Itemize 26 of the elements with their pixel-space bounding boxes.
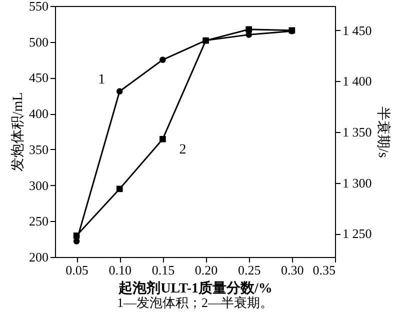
x-tick-label: 0.35 bbox=[312, 262, 336, 278]
x-tick-label: 0.25 bbox=[238, 262, 261, 278]
y2-tick-label: 1 400 bbox=[342, 74, 372, 89]
y-tick-label: 300 bbox=[29, 178, 48, 193]
y-tick-label: 400 bbox=[29, 106, 48, 122]
text: 1—发泡体积；2—半衰期。 bbox=[117, 295, 273, 310]
x-tick-label: 0.15 bbox=[152, 262, 175, 278]
y-tick-label: 350 bbox=[29, 142, 48, 157]
y-tick-label: 450 bbox=[29, 70, 48, 86]
y2-axis-title: 半衰期/s bbox=[374, 106, 391, 158]
x-tick-label: 0.20 bbox=[194, 262, 218, 278]
y2-tick-label: 1 250 bbox=[342, 226, 372, 242]
y-tick-label: 200 bbox=[29, 250, 48, 264]
y2-tick-label: 1 300 bbox=[342, 175, 372, 190]
y-tick-label: 250 bbox=[29, 214, 48, 229]
x-tick-label: 0.30 bbox=[281, 262, 304, 278]
annotation: 1 bbox=[98, 72, 106, 88]
x-axis-title: 起泡剂ULT-1质量分数/% bbox=[118, 280, 272, 296]
y-tick-label: 550 bbox=[29, 0, 48, 14]
y2-tick-label: 1 450 bbox=[342, 22, 372, 38]
x-tick-label: 0.10 bbox=[108, 262, 132, 278]
y-tick-label: 500 bbox=[29, 34, 48, 50]
annotation: 2 bbox=[179, 142, 186, 158]
y2-tick-label: 1 350 bbox=[342, 124, 372, 140]
y-axis-title: 发炮体积/mL bbox=[10, 92, 26, 172]
x-tick-label: 0.05 bbox=[66, 262, 88, 278]
